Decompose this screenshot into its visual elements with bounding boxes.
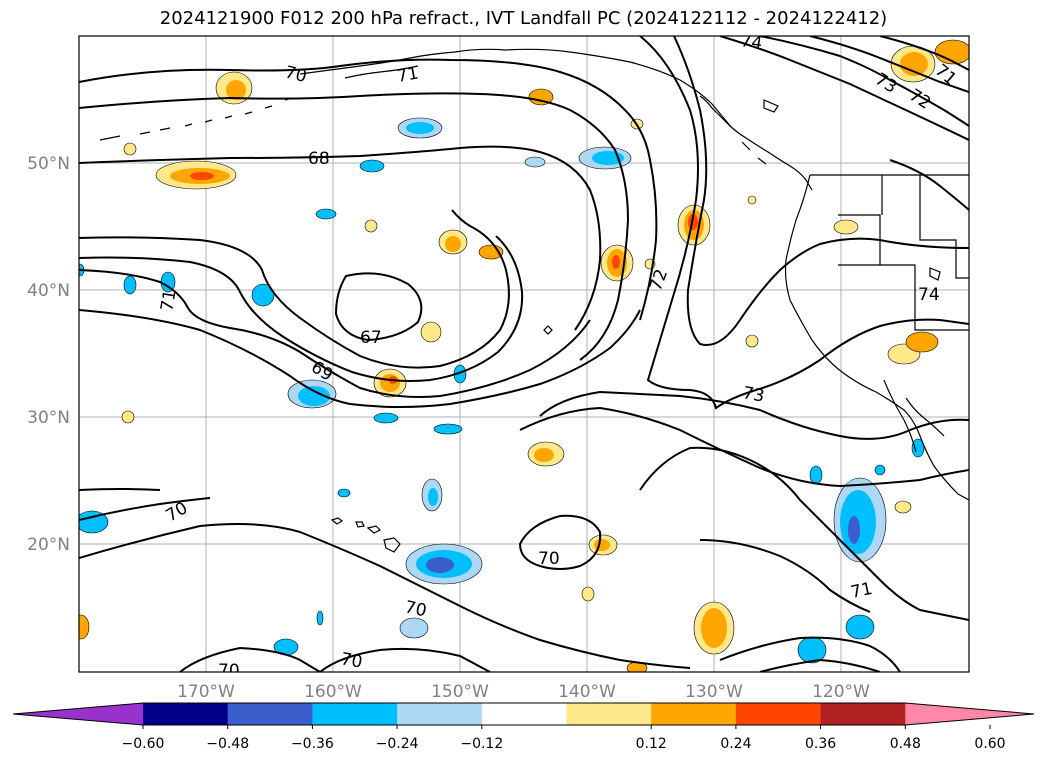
contour-label: 70	[339, 649, 364, 672]
colorbar-segment	[820, 703, 906, 725]
longitude-labels: 170°W 160°W 150°W 140°W 130°W 120°W	[177, 682, 870, 702]
colorbar-segment	[227, 703, 313, 725]
colorbar-segment	[566, 703, 652, 725]
colorbar-tick-label: 0.24	[720, 736, 751, 752]
latitude-labels: 50°N 40°N 30°N 20°N	[27, 154, 70, 555]
colorbar-extend-high	[905, 703, 1034, 725]
colorbar-tick-label: −0.12	[460, 736, 503, 752]
height-contours	[79, 36, 969, 672]
lat-label: 20°N	[27, 535, 70, 555]
contour-label: 70	[403, 597, 428, 621]
plot-frame	[78, 35, 970, 673]
colorbar-tick-label: −0.48	[206, 736, 249, 752]
lon-label: 170°W	[177, 682, 235, 702]
colorbar-segment	[143, 703, 229, 725]
contour-label: 74	[918, 285, 940, 305]
contour-label: 73	[741, 383, 766, 406]
colorbar-tick-label: −0.36	[291, 736, 334, 752]
lat-label: 30°N	[27, 408, 70, 428]
colorbar-segment	[735, 703, 822, 725]
map-title: 2024121900 F012 200 hPa refract., IVT La…	[159, 8, 888, 29]
colorbar-tick-label: 0.48	[890, 736, 921, 752]
coastlines	[99, 48, 969, 553]
contour-label: 74	[739, 31, 763, 54]
colorbar-tick-label: 0.60	[974, 736, 1005, 752]
contour-label: 71	[849, 579, 874, 603]
colorbar-segment	[312, 703, 398, 725]
negative-anomaly-regions	[79, 117, 925, 664]
contour-label: 71	[157, 288, 180, 313]
plot-area	[79, 36, 969, 672]
colorbar-tick-label: −0.60	[122, 736, 165, 752]
contour-label: 67	[360, 328, 382, 348]
contour-label: 71	[395, 63, 420, 86]
colorbar-tick-label: 0.36	[805, 736, 836, 752]
colorbar-segment	[481, 703, 567, 725]
lon-label: 140°W	[558, 682, 616, 702]
colorbar-segment	[397, 703, 483, 725]
lat-label: 40°N	[27, 281, 70, 301]
lon-label: 130°W	[685, 682, 743, 702]
colorbar-tick-label: 0.12	[636, 736, 667, 752]
colorbar-extend-low	[13, 703, 143, 725]
contour-label: 68	[308, 149, 330, 169]
lon-label: 120°W	[812, 682, 870, 702]
contour-label: 70	[538, 549, 560, 569]
lat-label: 50°N	[27, 154, 70, 174]
lon-label: 160°W	[304, 682, 362, 702]
contour-labels: 70 71 68 67 69 71 70 70 70 70 72 73 74 7…	[157, 31, 960, 681]
colorbar-segment	[651, 703, 737, 725]
colorbar-tick-label: −0.24	[376, 736, 419, 752]
contour-label: 70	[218, 661, 240, 681]
lon-label: 150°W	[431, 682, 489, 702]
colorbar: −0.60 −0.48 −0.36 −0.24 −0.12 0.12 0.24 0.36 0.4…	[12, 702, 1035, 752]
